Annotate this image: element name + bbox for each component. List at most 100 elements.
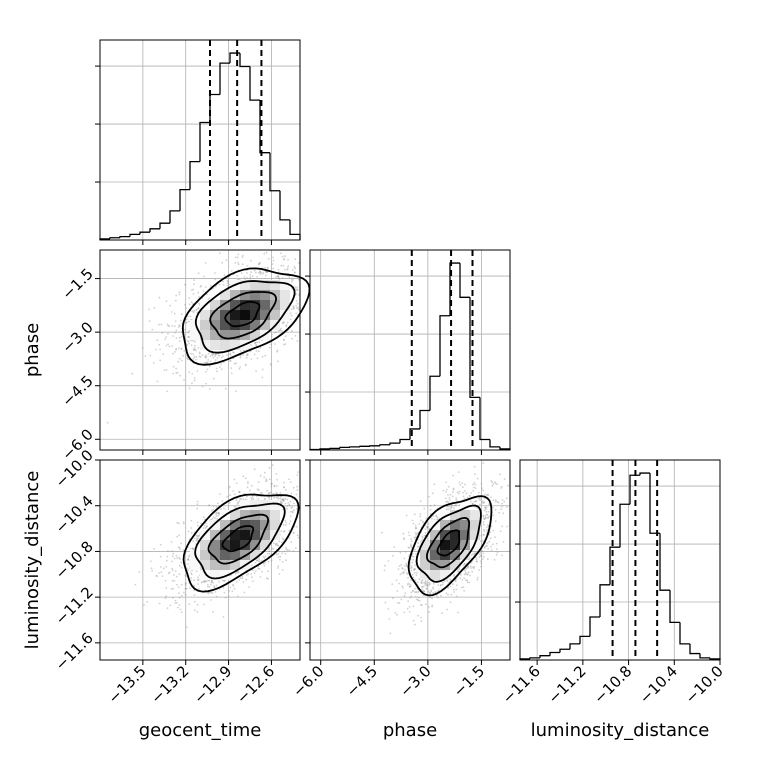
- sample-point: [185, 587, 187, 590]
- sample-point: [489, 537, 492, 540]
- sample-point: [206, 525, 209, 528]
- sample-point: [282, 538, 285, 541]
- sample-point: [495, 553, 498, 556]
- sample-point: [180, 583, 183, 586]
- sample-point: [220, 356, 223, 359]
- density-cell: [250, 280, 260, 290]
- sample-point: [410, 540, 413, 543]
- sample-point: [414, 579, 417, 582]
- sample-point: [426, 583, 428, 586]
- sample-point: [195, 534, 198, 537]
- sample-point: [250, 271, 253, 274]
- histogram-bin: [669, 590, 680, 624]
- sample-point: [193, 279, 196, 281]
- sample-point: [217, 514, 220, 517]
- sample-point: [270, 483, 273, 486]
- sample-point: [230, 372, 233, 375]
- sample-point: [481, 501, 484, 504]
- sample-point: [188, 297, 191, 300]
- density-cell: [220, 560, 230, 570]
- density-cell: [190, 560, 200, 570]
- sample-point: [190, 344, 193, 347]
- contour-line: [436, 529, 461, 557]
- density-cell: [260, 520, 270, 530]
- sample-point: [187, 358, 190, 361]
- sample-point: [413, 513, 416, 516]
- sample-point: [180, 348, 183, 350]
- sample-point: [175, 367, 178, 370]
- density-cell: [280, 290, 290, 300]
- sample-point: [447, 501, 450, 504]
- sample-point: [405, 514, 408, 517]
- sample-point: [415, 574, 418, 576]
- sample-point: [273, 484, 276, 487]
- sample-point: [250, 498, 253, 500]
- sample-point: [424, 584, 427, 586]
- sample-point: [222, 355, 224, 357]
- sample-point: [459, 484, 462, 486]
- sample-point: [476, 560, 478, 563]
- sample-point: [261, 355, 264, 358]
- sample-point: [257, 565, 260, 568]
- sample-point: [463, 573, 466, 576]
- sample-point: [236, 275, 239, 277]
- sample-point: [462, 491, 465, 494]
- sample-point: [420, 616, 422, 619]
- sample-point: [466, 579, 469, 582]
- sample-point: [212, 505, 215, 507]
- sample-point: [196, 603, 199, 606]
- sample-point: [247, 573, 250, 575]
- sample-point: [220, 508, 222, 511]
- sample-point: [192, 547, 195, 550]
- sample-point: [294, 258, 296, 260]
- sample-point: [295, 288, 297, 290]
- sample-point: [266, 271, 268, 274]
- sample-point: [148, 308, 151, 311]
- sample-point: [258, 270, 261, 272]
- histogram-bin: [559, 648, 570, 653]
- sample-point: [203, 603, 206, 606]
- sample-point: [473, 482, 476, 484]
- sample-point: [292, 532, 295, 535]
- density-cell: [440, 530, 450, 540]
- sample-point: [478, 553, 481, 556]
- sample-point: [194, 348, 196, 351]
- sample-point: [249, 277, 252, 280]
- sample-point: [229, 353, 232, 355]
- sample-point: [430, 589, 432, 592]
- x-tick-label: −10.0: [682, 662, 727, 707]
- sample-point: [280, 264, 283, 267]
- sample-point: [260, 559, 263, 562]
- sample-point: [476, 576, 479, 579]
- sample-point: [227, 487, 230, 489]
- sample-point: [485, 506, 488, 509]
- density-cell: [230, 550, 240, 560]
- sample-point: [254, 341, 257, 344]
- sample-point: [243, 492, 246, 495]
- sample-point: [279, 492, 282, 494]
- sample-point: [203, 524, 206, 527]
- sample-point: [503, 500, 506, 503]
- sample-point: [193, 379, 196, 382]
- density-cell: [210, 320, 220, 330]
- sample-point: [412, 522, 415, 525]
- sample-point: [220, 368, 223, 370]
- sample-point: [467, 571, 470, 573]
- sample-point: [481, 487, 483, 490]
- sample-point: [238, 490, 240, 493]
- sample-point: [151, 328, 154, 331]
- sample-point: [165, 595, 168, 597]
- sample-point: [410, 564, 412, 567]
- sample-point: [199, 285, 202, 288]
- sample-point: [288, 536, 291, 539]
- sample-point: [190, 289, 193, 291]
- sample-point: [162, 353, 165, 355]
- histogram-bin: [529, 657, 540, 659]
- x-tick-label: −4.5: [343, 662, 381, 700]
- sample-point: [196, 507, 199, 510]
- sample-point: [419, 513, 422, 515]
- sample-point: [178, 534, 181, 537]
- sample-point: [194, 358, 197, 361]
- sample-point: [198, 351, 201, 354]
- sample-point: [268, 496, 271, 499]
